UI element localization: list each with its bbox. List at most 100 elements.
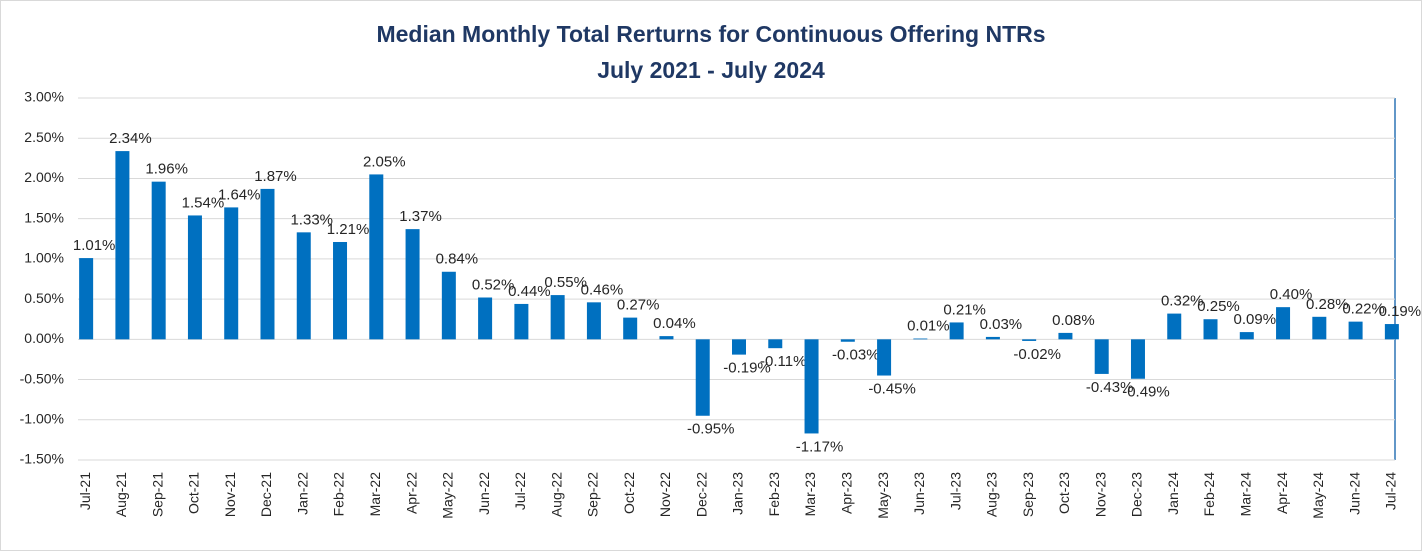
bar: [550, 295, 565, 340]
bar: [333, 241, 348, 340]
bar: [369, 174, 384, 340]
bar: [260, 188, 275, 340]
x-tick-label: Jan-23: [730, 472, 746, 515]
x-tick-label: Dec-22: [693, 472, 709, 517]
bar: [586, 302, 601, 340]
y-tick-label: 0.00%: [24, 330, 64, 346]
value-label: -0.95%: [687, 421, 735, 438]
x-tick-label: Jun-22: [476, 472, 492, 515]
y-tick-label: 1.00%: [24, 250, 64, 266]
y-tick-label: 0.50%: [24, 290, 64, 306]
y-tick-label: 2.50%: [24, 129, 64, 145]
x-tick-label: May-22: [440, 472, 456, 519]
y-tick-label: 1.50%: [24, 209, 64, 225]
value-label: -0.02%: [1013, 346, 1061, 363]
bar: [1167, 313, 1182, 340]
x-tick-label: Oct-23: [1056, 472, 1072, 514]
x-tick-label: Jul-22: [512, 472, 528, 510]
x-tick-label: Jul-23: [947, 472, 963, 510]
x-tick-label: Sep-23: [1020, 472, 1036, 517]
bar: [441, 271, 456, 340]
x-tick-label: Aug-22: [548, 472, 564, 517]
x-tick-label: Sep-22: [585, 472, 601, 517]
value-label: -1.17%: [796, 438, 844, 455]
x-tick-label: Nov-21: [222, 472, 238, 517]
x-tick-label: Nov-23: [1092, 472, 1108, 517]
bar: [1058, 332, 1073, 340]
x-tick-label: Nov-22: [657, 472, 673, 517]
x-tick-label: Dec-23: [1129, 472, 1145, 517]
y-tick-label: -0.50%: [20, 370, 64, 386]
value-label: 1.64%: [218, 186, 261, 203]
value-label: 0.84%: [436, 251, 479, 268]
value-label: 0.01%: [907, 317, 950, 334]
x-tick-label: Aug-23: [984, 472, 1000, 517]
value-label: 0.04%: [653, 315, 696, 332]
value-label: 0.55%: [544, 274, 587, 291]
bar: [804, 339, 819, 434]
value-label: 0.08%: [1052, 312, 1095, 329]
bar: [840, 339, 855, 342]
x-tick-label: Jun-23: [911, 472, 927, 515]
chart-title: Median Monthly Total Rerturns for Contin…: [376, 21, 1045, 47]
value-label: 0.44%: [508, 283, 551, 300]
value-label: -0.11%: [760, 353, 806, 370]
bar: [224, 207, 239, 340]
y-tick-label: -1.00%: [20, 410, 64, 426]
value-label: -0.03%: [832, 347, 880, 364]
x-tick-label: Oct-22: [621, 472, 637, 514]
value-label: 1.54%: [182, 194, 225, 211]
value-label: 0.40%: [1270, 286, 1313, 303]
value-label: -0.43%: [1086, 379, 1134, 396]
value-label: 0.32%: [1161, 293, 1204, 310]
bar: [732, 339, 746, 355]
value-label: -0.45%: [868, 381, 916, 398]
x-tick-label: Apr-23: [839, 472, 855, 514]
value-label: 1.37%: [399, 208, 442, 225]
bar: [1348, 321, 1363, 340]
bar: [1130, 339, 1145, 379]
x-tick-label: Feb-22: [331, 472, 347, 517]
x-tick-label: Dec-21: [258, 472, 274, 517]
x-tick-label: Jan-24: [1165, 472, 1181, 515]
y-tick-label: 3.00%: [24, 89, 64, 105]
x-tick-label: Jul-21: [77, 472, 93, 510]
bar: [768, 339, 783, 349]
value-label: 2.34%: [109, 130, 152, 147]
bar: [1312, 316, 1327, 340]
value-label: 0.25%: [1197, 298, 1240, 315]
value-label: 2.05%: [363, 153, 406, 170]
value-label: 0.27%: [617, 297, 660, 314]
x-tick-label: May-24: [1310, 472, 1326, 519]
bar: [187, 215, 202, 340]
value-label: -0.19%: [723, 360, 771, 377]
chart-subtitle: July 2021 - July 2024: [597, 57, 825, 83]
bar: [405, 229, 420, 340]
value-label: 0.28%: [1306, 296, 1349, 313]
value-label: 1.87%: [254, 168, 297, 185]
bar: [1022, 339, 1037, 341]
x-tick-label: Apr-22: [403, 472, 419, 514]
bar: [623, 317, 638, 340]
bar: [877, 339, 892, 376]
bar: [1203, 319, 1218, 340]
bar: [296, 232, 311, 340]
value-label: 0.03%: [980, 316, 1023, 333]
value-label: 0.09%: [1234, 311, 1277, 328]
value-label: 1.21%: [327, 221, 370, 238]
x-tick-label: Feb-24: [1201, 472, 1217, 517]
x-tick-label: Jul-24: [1383, 472, 1399, 510]
value-label: -0.49%: [1122, 384, 1170, 401]
value-label: 0.52%: [472, 276, 515, 293]
value-label: 0.46%: [581, 281, 624, 298]
x-tick-label: Jan-22: [294, 472, 310, 515]
value-label: 1.96%: [145, 161, 188, 178]
x-tick-label: Mar-24: [1237, 472, 1253, 517]
bar: [115, 151, 130, 340]
value-label: 0.21%: [943, 301, 986, 318]
bar: [913, 338, 928, 340]
x-tick-label: Mar-22: [367, 472, 383, 517]
bar: [1239, 332, 1254, 340]
